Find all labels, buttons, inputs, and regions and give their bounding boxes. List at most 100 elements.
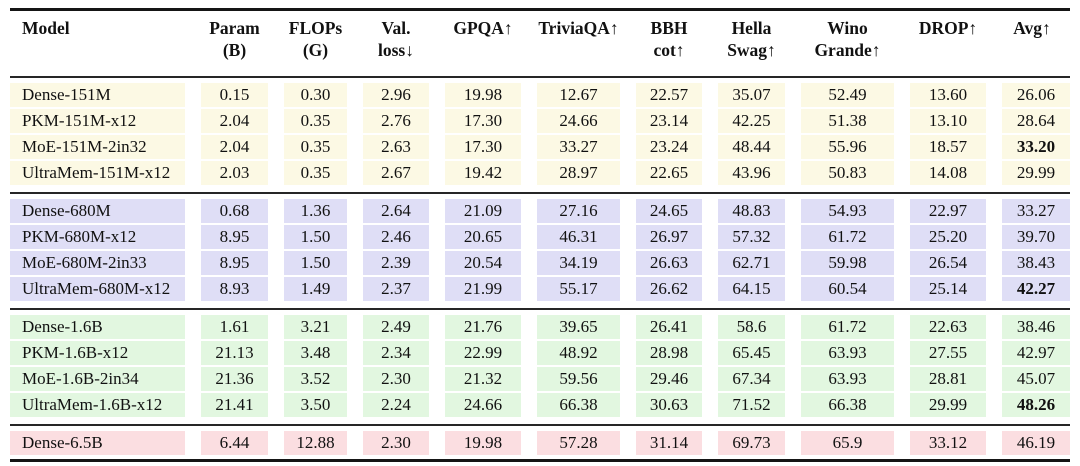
group-divider-cell — [10, 303, 1070, 315]
column-header-hella: Hella Swag↑ — [710, 11, 793, 71]
value-cell: 3.52 — [276, 367, 355, 393]
value-cell: 2.63 — [355, 135, 437, 161]
value-cell: 2.46 — [355, 225, 437, 251]
horizontal-rule — [10, 192, 1070, 194]
value-cell: 55.17 — [529, 277, 628, 303]
value-cell: 28.81 — [902, 367, 994, 393]
column-sublabel: loss↓ — [378, 40, 414, 60]
column-label: Avg↑ — [1013, 18, 1051, 38]
model-name-cell: UltraMem-151M-x12 — [10, 161, 193, 187]
value-cell: 3.50 — [276, 393, 355, 419]
value-cell: 66.38 — [793, 393, 902, 419]
model-name-cell: PKM-151M-x12 — [10, 109, 193, 135]
value-cell: 46.31 — [529, 225, 628, 251]
value-cell: 0.35 — [276, 161, 355, 187]
table-bottom-rule — [10, 459, 1070, 462]
value-cell: 13.10 — [902, 109, 994, 135]
column-header-triviaqa: TriviaQA↑ — [529, 11, 628, 71]
value-cell: 8.95 — [193, 251, 276, 277]
value-cell: 62.71 — [710, 251, 793, 277]
value-cell: 19.98 — [437, 431, 529, 457]
value-cell: 29.99 — [902, 393, 994, 419]
value-cell: 67.34 — [710, 367, 793, 393]
column-label: Param — [209, 18, 260, 38]
column-label: FLOPs — [288, 18, 343, 38]
group-divider — [10, 187, 1070, 199]
value-cell: 1.49 — [276, 277, 355, 303]
column-label: Hella — [731, 18, 772, 38]
value-cell: 38.43 — [994, 251, 1070, 277]
value-cell: 42.97 — [994, 341, 1070, 367]
group-divider-cell — [10, 419, 1070, 431]
value-cell: 25.20 — [902, 225, 994, 251]
model-name-cell: PKM-1.6B-x12 — [10, 341, 193, 367]
value-cell: 1.50 — [276, 251, 355, 277]
table-row: UltraMem-1.6B-x12 21.41 3.50 2.24 24.66 66.38… — [10, 393, 1070, 419]
horizontal-rule — [10, 308, 1070, 310]
value-cell: 2.67 — [355, 161, 437, 187]
value-cell: 6.44 — [193, 431, 276, 457]
value-cell: 26.41 — [628, 315, 710, 341]
model-name-cell: Dense-6.5B — [10, 431, 193, 457]
table-row: PKM-680M-x12 8.95 1.50 2.46 20.65 46.31 26.97 5… — [10, 225, 1070, 251]
table-header: Model Param (B) FLOPs (G) Val. loss↓ GPQA↑ Trivi… — [10, 11, 1070, 71]
value-cell: 2.39 — [355, 251, 437, 277]
value-cell: 48.83 — [710, 199, 793, 225]
value-cell: 71.52 — [710, 393, 793, 419]
column-header-avg: Avg↑ — [994, 11, 1070, 71]
horizontal-rule — [10, 76, 1070, 78]
value-cell: 2.03 — [193, 161, 276, 187]
value-cell: 42.27 — [994, 277, 1070, 303]
value-cell: 63.93 — [793, 341, 902, 367]
model-name-cell: MoE-151M-2in32 — [10, 135, 193, 161]
value-cell: 22.99 — [437, 341, 529, 367]
value-cell: 21.99 — [437, 277, 529, 303]
value-cell: 61.72 — [793, 225, 902, 251]
value-cell: 2.96 — [355, 83, 437, 109]
value-cell: 27.16 — [529, 199, 628, 225]
column-header-model: Model — [10, 11, 193, 71]
value-cell: 35.07 — [710, 83, 793, 109]
value-cell: 61.72 — [793, 315, 902, 341]
table-row: MoE-680M-2in33 8.95 1.50 2.39 20.54 34.19 26.6… — [10, 251, 1070, 277]
value-cell: 64.15 — [710, 277, 793, 303]
column-label: DROP↑ — [918, 18, 978, 38]
value-cell: 8.95 — [193, 225, 276, 251]
model-name-cell: UltraMem-1.6B-x12 — [10, 393, 193, 419]
value-cell: 29.99 — [994, 161, 1070, 187]
value-cell: 3.48 — [276, 341, 355, 367]
model-name-cell: Dense-1.6B — [10, 315, 193, 341]
column-sublabel: Grande↑ — [814, 40, 881, 60]
value-cell: 69.73 — [710, 431, 793, 457]
group-divider — [10, 303, 1070, 315]
column-header-drop: DROP↑ — [902, 11, 994, 71]
column-sublabel: (B) — [222, 40, 247, 60]
value-cell: 21.32 — [437, 367, 529, 393]
table-body: Dense-151M 0.15 0.30 2.96 19.98 12.67 22.57 35.… — [10, 71, 1070, 457]
value-cell: 0.30 — [276, 83, 355, 109]
value-cell: 20.54 — [437, 251, 529, 277]
value-cell: 3.21 — [276, 315, 355, 341]
value-cell: 21.76 — [437, 315, 529, 341]
value-cell: 48.92 — [529, 341, 628, 367]
header-row: Model Param (B) FLOPs (G) Val. loss↓ GPQA↑ Trivi… — [10, 11, 1070, 71]
column-header-wino: Wino Grande↑ — [793, 11, 902, 71]
value-cell: 1.61 — [193, 315, 276, 341]
value-cell: 17.30 — [437, 109, 529, 135]
column-header-gpqa: GPQA↑ — [437, 11, 529, 71]
value-cell: 65.9 — [793, 431, 902, 457]
value-cell: 2.37 — [355, 277, 437, 303]
model-name-cell: PKM-680M-x12 — [10, 225, 193, 251]
value-cell: 24.66 — [437, 393, 529, 419]
value-cell: 21.09 — [437, 199, 529, 225]
column-header-flops: FLOPs (G) — [276, 11, 355, 71]
table-row: MoE-151M-2in32 2.04 0.35 2.63 17.30 33.27 23.2… — [10, 135, 1070, 161]
value-cell: 42.25 — [710, 109, 793, 135]
value-cell: 26.97 — [628, 225, 710, 251]
column-sublabel: cot↑ — [653, 40, 685, 60]
value-cell: 33.27 — [994, 199, 1070, 225]
value-cell: 65.45 — [710, 341, 793, 367]
model-name-cell: MoE-680M-2in33 — [10, 251, 193, 277]
value-cell: 52.49 — [793, 83, 902, 109]
